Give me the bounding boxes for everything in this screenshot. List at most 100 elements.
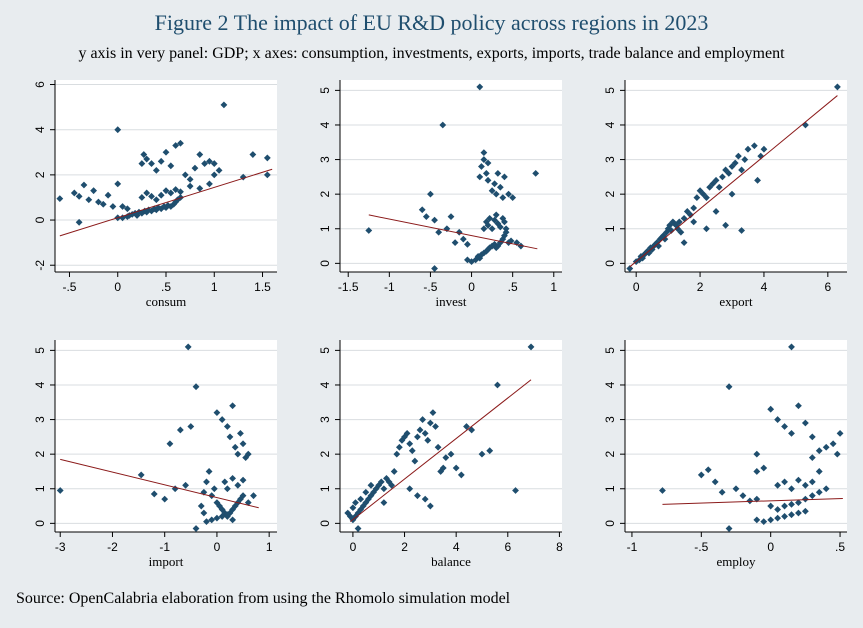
data-point [672,221,680,229]
data-point [801,507,809,515]
data-point [451,239,459,246]
data-point [205,468,213,475]
y-tick-label: 4 [603,381,617,388]
data-point [731,159,739,167]
data-point [177,139,184,147]
data-point [480,225,488,233]
data-point [162,204,170,212]
fit-line [662,497,843,505]
scatter-panel-import: 0 1 2 3 4 5 -3 -2 -1 0 1 import [33,340,277,569]
data-point [491,180,498,188]
scatter-panel-balance: 0 1 2 3 4 5 0 2 4 6 8 balance [318,340,563,569]
data-point [767,516,775,524]
data-point [157,191,165,199]
data-point [80,181,88,189]
data-point [781,513,788,520]
data-point [712,176,720,184]
source-note: Source: OpenCalabria elaboration from us… [16,590,511,607]
data-point [496,183,504,191]
x-tick-label: 0 [114,280,121,294]
data-point [186,175,194,183]
x-axis-title: export [719,294,753,309]
data-point [706,183,714,191]
data-point [137,471,145,479]
data-point [229,516,236,524]
data-point [750,142,758,150]
data-point [753,516,761,524]
x-tick-label: -1.5 [338,280,359,294]
data-point [738,166,745,174]
data-point [119,203,126,210]
fit-line [368,214,538,250]
data-point [135,208,143,216]
data-point [380,485,388,493]
x-tick-label: -3 [55,540,66,554]
x-axis-title: balance [431,554,471,569]
data-point [788,430,795,437]
data-point [788,485,795,493]
data-point [148,160,155,167]
data-point [152,196,160,204]
data-point [119,214,126,222]
data-point [659,487,666,494]
y-tick-label: 0 [603,520,617,527]
data-point [505,190,512,198]
data-point [418,206,426,214]
data-point [648,246,656,253]
data-point [426,419,434,427]
data-point [218,506,226,513]
data-point [143,189,151,197]
data-point [808,454,816,462]
data-point [502,225,510,233]
plot-area [340,340,562,532]
data-point [666,221,674,229]
data-point [704,466,712,474]
data-point [390,468,398,475]
data-point [411,457,419,465]
data-point [719,173,726,181]
data-point [206,180,213,188]
data-point [208,492,216,500]
y-tick-label: 4 [33,126,47,133]
data-point [177,194,184,201]
data-point [512,487,519,494]
y-tick-label: 2 [318,191,332,198]
data-point [432,423,439,430]
data-point [815,447,823,455]
data-point [422,213,430,221]
data-point [774,514,782,522]
data-point [781,423,788,430]
data-point [725,170,733,177]
data-point [431,216,438,224]
data-point [741,156,749,163]
data-point [200,509,208,517]
data-point [732,485,740,493]
data-point [760,145,768,153]
data-point [464,240,471,248]
data-point [200,488,208,496]
data-point [722,221,730,229]
x-tick-label: -1 [159,540,170,554]
fit-line [350,379,532,523]
data-point [457,471,465,479]
data-point [167,189,175,197]
data-point [693,194,701,202]
data-point [181,171,189,179]
data-point [365,227,373,234]
data-point [434,443,442,451]
data-point [808,478,816,486]
data-point [429,409,437,417]
x-tick-label: 1 [550,280,557,294]
data-point [123,205,131,213]
data-point [187,423,195,430]
data-point [104,191,112,199]
data-point [753,495,761,503]
plot-area [55,340,277,532]
data-point [176,426,184,434]
y-tick-label: 1 [603,225,617,232]
data-point [439,121,447,129]
x-tick-label: -2 [107,540,118,554]
data-point [172,142,180,149]
y-tick-label: 4 [318,121,332,128]
data-point [203,518,210,526]
